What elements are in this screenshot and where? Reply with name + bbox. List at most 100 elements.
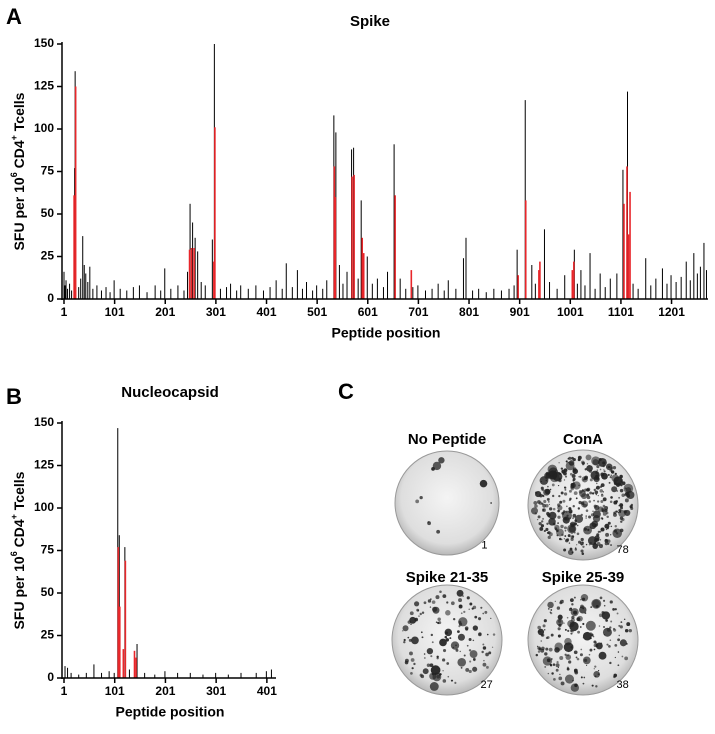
spot [557, 666, 560, 669]
spot [560, 524, 564, 529]
spot [572, 505, 575, 508]
y-tick-label: 100 [34, 500, 54, 514]
bar [65, 280, 67, 299]
spot [611, 486, 618, 493]
spot [463, 610, 466, 613]
spot [444, 628, 453, 637]
well-label: No Peptide [408, 431, 486, 448]
spot [468, 637, 472, 641]
spot [598, 625, 601, 627]
spot [564, 535, 567, 537]
well-plate [527, 584, 639, 696]
spot [592, 510, 594, 513]
spot [545, 479, 548, 482]
spot [562, 499, 566, 503]
spot [546, 522, 549, 525]
bar [154, 674, 156, 678]
bar [83, 265, 85, 299]
x-axis-label: Peptide position [332, 325, 441, 341]
spot [569, 598, 574, 603]
spot [468, 649, 472, 652]
spot [597, 495, 599, 497]
bar [306, 282, 308, 299]
x-tick-label: 901 [510, 305, 530, 319]
spot [469, 650, 478, 658]
spot [566, 667, 570, 671]
bar [576, 283, 578, 299]
bar [132, 287, 134, 299]
bar [616, 273, 618, 299]
spot [609, 600, 613, 604]
spot [563, 548, 567, 552]
bar [113, 280, 115, 299]
spot [459, 650, 461, 653]
bar [170, 288, 172, 299]
spot [570, 632, 573, 635]
spot [466, 596, 470, 600]
x-tick-label: 601 [358, 305, 378, 319]
bar [269, 287, 271, 299]
spot [550, 609, 553, 611]
bar [699, 266, 701, 299]
bar [85, 273, 87, 299]
spot [537, 625, 542, 630]
spot [458, 625, 461, 628]
spot [585, 517, 587, 519]
spot [455, 648, 459, 652]
spot [590, 470, 600, 480]
x-tick-label: 701 [408, 305, 428, 319]
spot [427, 599, 432, 603]
spot [578, 458, 581, 462]
spot [610, 469, 613, 472]
spot [439, 590, 442, 594]
spot [613, 512, 617, 517]
well-label: Spike 25-39 [542, 569, 625, 586]
spot [566, 511, 568, 513]
spot [560, 681, 565, 686]
bar [478, 288, 480, 299]
spot [605, 532, 610, 537]
spot [548, 503, 551, 506]
y-label-part: CD4 [11, 519, 27, 551]
spot [556, 606, 561, 610]
bar [360, 200, 362, 299]
spot [409, 611, 414, 616]
spot [486, 665, 489, 669]
spot [580, 648, 583, 651]
spot [564, 628, 567, 631]
bar [119, 288, 121, 299]
spot [541, 494, 544, 497]
spot-count: 1 [481, 540, 487, 552]
bar [387, 271, 389, 299]
bar [703, 242, 705, 299]
bar [211, 239, 213, 299]
spot [605, 463, 613, 471]
spot [540, 648, 545, 653]
spot [537, 515, 541, 519]
spot [534, 491, 538, 494]
spot [569, 621, 579, 632]
y-axis-label: SFU per 106 CD4+ Tcells [9, 471, 26, 629]
spot [542, 624, 546, 628]
spot [607, 521, 611, 525]
bar [189, 672, 191, 678]
spot [469, 660, 472, 663]
spot [403, 640, 406, 644]
spot [590, 606, 593, 608]
bar [316, 285, 318, 299]
spot [439, 638, 447, 647]
spot [426, 647, 434, 655]
bar [338, 265, 340, 299]
spot [460, 612, 463, 615]
spot [596, 533, 600, 537]
spot [566, 616, 569, 619]
bar [645, 258, 647, 299]
spot [431, 600, 436, 604]
bar [80, 278, 82, 299]
y-tick-label: 125 [34, 79, 54, 93]
x-tick-label: 401 [257, 305, 277, 319]
spot [447, 675, 450, 678]
bar [73, 195, 75, 299]
spot [619, 625, 623, 629]
spot [602, 504, 606, 508]
